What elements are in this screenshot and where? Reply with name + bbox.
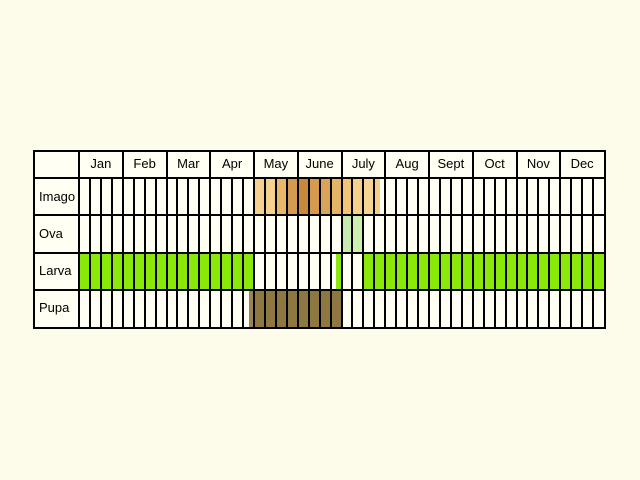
activity-bar-imago <box>341 178 353 216</box>
month-divider <box>253 152 255 327</box>
activity-bar-imago <box>297 178 309 216</box>
activity-bar-imago <box>286 178 298 216</box>
month-label: Aug <box>395 156 419 171</box>
activity-bar-imago <box>363 178 375 216</box>
activity-bar-ova <box>352 215 364 253</box>
month-divider <box>121 152 124 327</box>
stage-label: Imago <box>39 188 76 204</box>
row-divider <box>35 177 604 179</box>
month-divider <box>471 152 474 327</box>
activity-bar-larva <box>336 252 342 290</box>
activity-bar-imago <box>330 178 342 216</box>
stage-label: Pupa <box>39 300 70 316</box>
row-divider <box>35 214 604 217</box>
phenology-table: Jan Feb Mar Apr May June July Aug Sept Oct Nov Dec I… <box>33 150 606 329</box>
month-label: Apr <box>222 156 243 171</box>
month-divider <box>165 152 168 327</box>
month-divider <box>209 152 212 327</box>
month-divider <box>559 152 562 327</box>
month-divider <box>515 152 518 327</box>
stage-label: Ova <box>39 225 63 241</box>
activity-bar-imago <box>319 178 331 216</box>
month-label: Jan <box>90 156 112 171</box>
month-label: May <box>263 156 289 171</box>
activity-bar-imago <box>308 178 320 216</box>
month-label: Nov <box>526 156 550 171</box>
month-label: June <box>305 156 334 171</box>
activity-bar-imago <box>374 178 380 216</box>
month-label: Oct <box>484 156 505 171</box>
month-divider <box>78 152 80 327</box>
activity-bar-ova <box>341 215 353 253</box>
row-divider <box>35 288 604 291</box>
stage-label: Larva <box>39 263 72 279</box>
activity-bar-imago <box>275 178 287 216</box>
month-label: Mar <box>177 156 200 171</box>
activity-bar-imago <box>352 178 364 216</box>
month-divider <box>340 152 343 327</box>
month-label: July <box>351 156 375 171</box>
month-label: Sept <box>437 156 465 171</box>
activity-bar-pupa <box>248 289 254 327</box>
month-label: Dec <box>570 156 594 171</box>
month-divider <box>428 152 430 327</box>
month-label: Feb <box>133 156 156 171</box>
row-divider <box>35 251 604 254</box>
month-divider <box>384 152 387 327</box>
month-divider <box>296 152 299 327</box>
